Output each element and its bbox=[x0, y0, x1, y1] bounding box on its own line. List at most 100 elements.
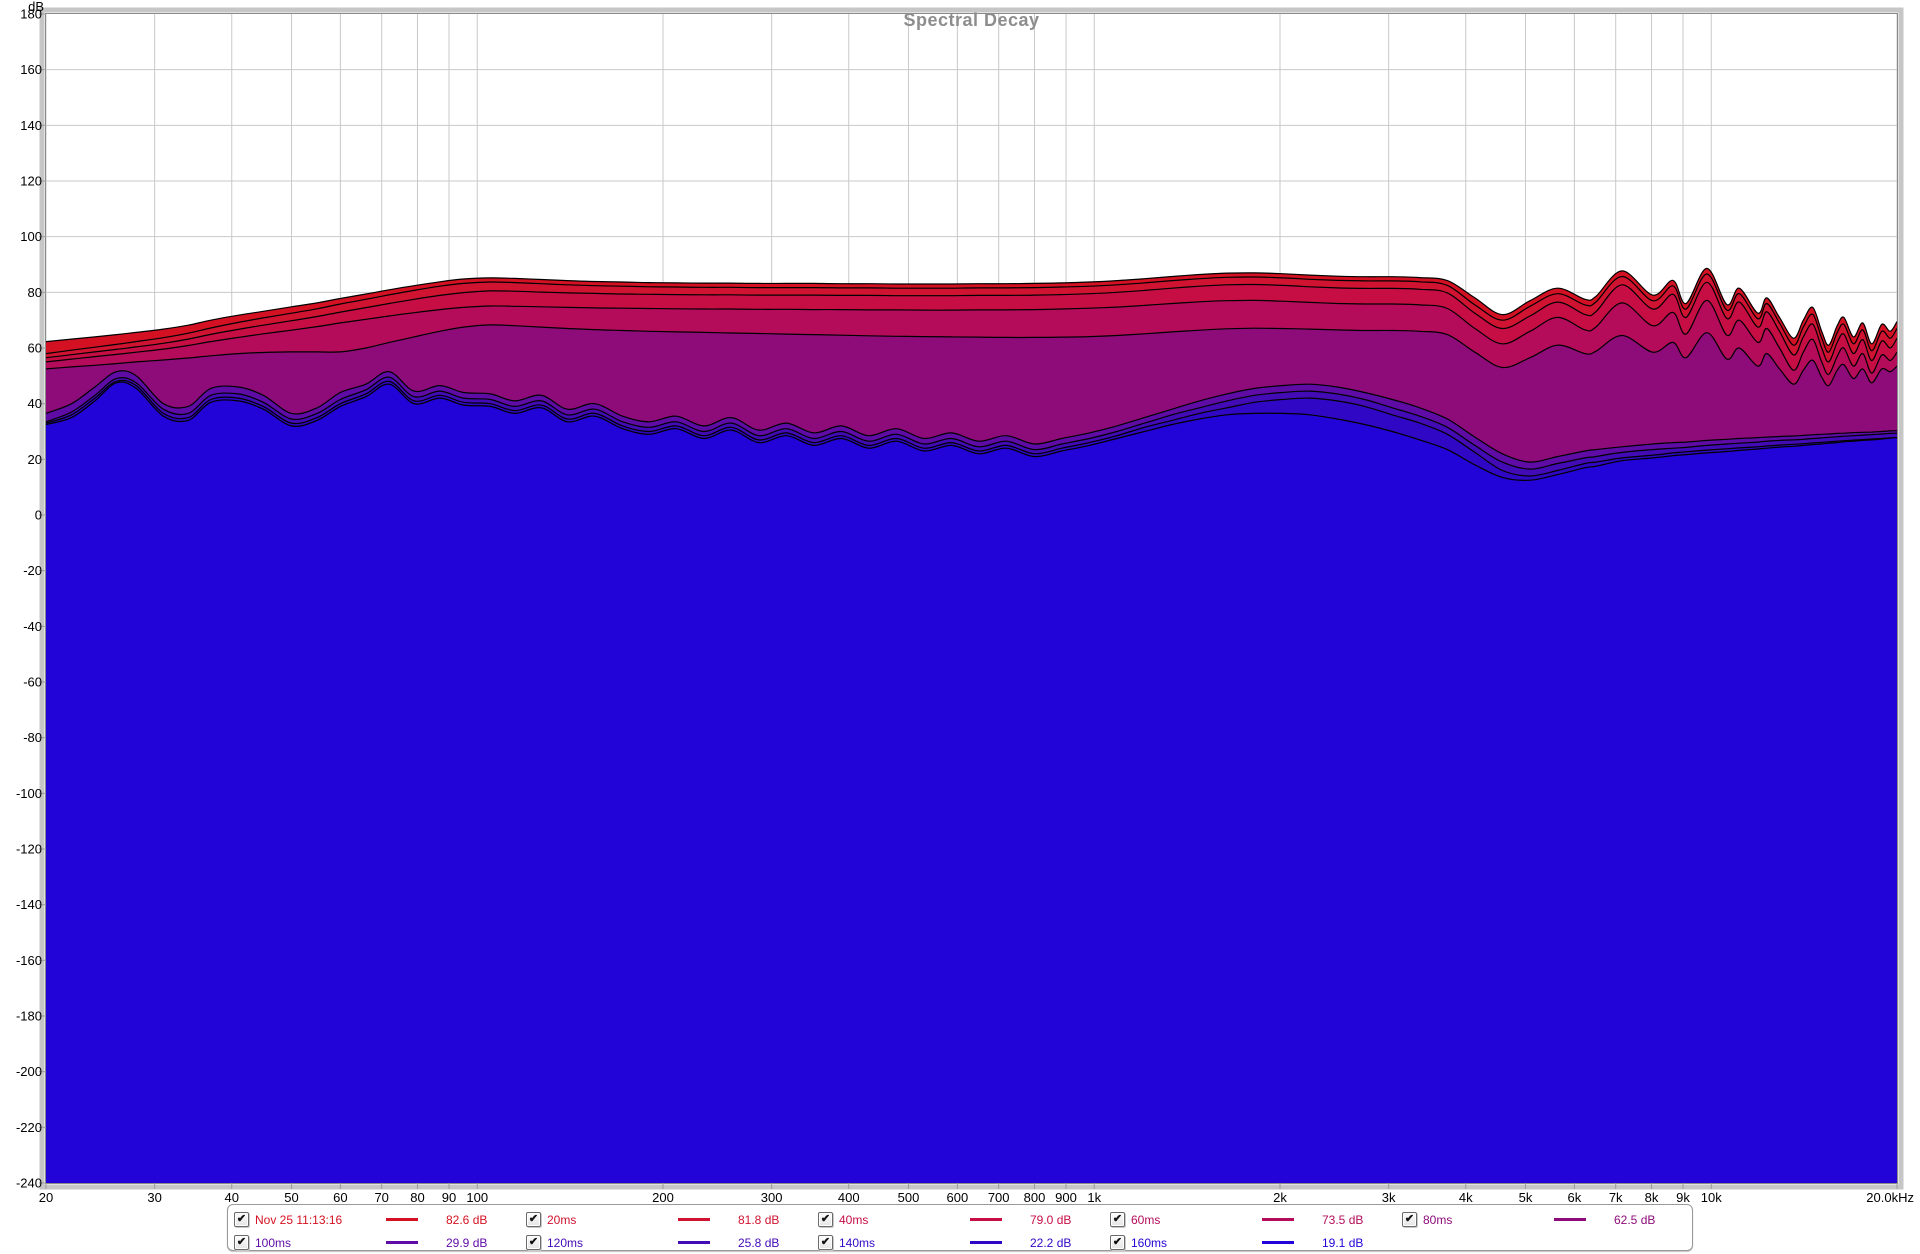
legend-entry-140ms: ✔ 140ms 22.2 dB bbox=[818, 1235, 1108, 1251]
y-tick-label: 160 bbox=[20, 62, 42, 77]
series-area-160ms bbox=[46, 382, 1897, 1183]
series-line-100ms bbox=[46, 370, 1897, 463]
x-tick-label: 80 bbox=[410, 1190, 424, 1205]
x-tick-label: 5k bbox=[1519, 1190, 1533, 1205]
y-tick-label: 20 bbox=[28, 452, 42, 467]
x-tick-label: 20 bbox=[39, 1190, 53, 1205]
y-tick-label: 180 bbox=[20, 7, 42, 22]
y-tick-label: 80 bbox=[28, 285, 42, 300]
legend-entry-80ms: ✔ 80ms 62.5 dB bbox=[1402, 1212, 1692, 1228]
legend-entry-20ms: ✔ 20ms 81.8 dB bbox=[526, 1212, 816, 1228]
x-tick-label: 4k bbox=[1459, 1190, 1473, 1205]
x-tick-label: 3k bbox=[1382, 1190, 1396, 1205]
legend-checkbox-80ms[interactable]: ✔ bbox=[1402, 1212, 1417, 1227]
x-tick-label: 300 bbox=[761, 1190, 783, 1205]
series-line-120ms bbox=[46, 376, 1897, 470]
legend-checkbox-20ms[interactable]: ✔ bbox=[526, 1212, 541, 1227]
x-tick-label: 400 bbox=[838, 1190, 860, 1205]
legend-entry-nov-25-11-13-16: ✔ Nov 25 11:13:16 82.6 dB bbox=[234, 1212, 524, 1228]
x-tick-label: 8k bbox=[1645, 1190, 1659, 1205]
y-tick-label: -160 bbox=[16, 953, 42, 968]
legend-series-name: 40ms bbox=[839, 1213, 869, 1227]
x-tick-label: 1k bbox=[1087, 1190, 1101, 1205]
legend-color-swatch bbox=[970, 1218, 1002, 1221]
legend-series-name: 160ms bbox=[1131, 1236, 1168, 1250]
legend-level-value: 22.2 dB bbox=[1030, 1236, 1072, 1250]
legend-level-value: 29.9 dB bbox=[446, 1236, 488, 1250]
y-tick-label: -80 bbox=[23, 730, 42, 745]
x-tick-label: 500 bbox=[898, 1190, 920, 1205]
legend-checkbox-60ms[interactable]: ✔ bbox=[1110, 1212, 1125, 1227]
y-tick-label: -20 bbox=[23, 563, 42, 578]
plot-frame-bevel bbox=[39, 7, 1904, 1190]
legend-color-swatch bbox=[386, 1218, 418, 1221]
y-tick-label: -40 bbox=[23, 619, 42, 634]
legend-level-value: 19.1 dB bbox=[1322, 1236, 1364, 1250]
series-line-60ms bbox=[46, 299, 1897, 376]
chart-title: Spectral Decay bbox=[903, 10, 1040, 30]
series-line-nov-25-11-13-16 bbox=[46, 267, 1897, 346]
legend-checkbox-100ms[interactable]: ✔ bbox=[234, 1235, 249, 1250]
x-tick-label: 6k bbox=[1568, 1190, 1582, 1205]
legend-checkbox-140ms[interactable]: ✔ bbox=[818, 1235, 833, 1250]
plot-frame bbox=[45, 13, 1898, 1184]
legend-color-swatch bbox=[678, 1241, 710, 1244]
x-tick-label: 100 bbox=[466, 1190, 488, 1205]
legend-checkbox-40ms[interactable]: ✔ bbox=[818, 1212, 833, 1227]
y-tick-label: 100 bbox=[20, 229, 42, 244]
x-tick-label: 60 bbox=[333, 1190, 347, 1205]
decay-slices bbox=[46, 267, 1897, 1183]
series-line-160ms bbox=[46, 381, 1897, 481]
legend-series-name: 140ms bbox=[839, 1236, 876, 1250]
legend-panel: ✔ Nov 25 11:13:16 82.6 dB ✔ 20ms 81.8 dB ✔ 40ms… bbox=[227, 1204, 1693, 1251]
legend-color-swatch bbox=[1262, 1241, 1294, 1244]
y-tick-label: 120 bbox=[20, 174, 42, 189]
legend-color-swatch bbox=[1554, 1218, 1586, 1221]
legend-entry-40ms: ✔ 40ms 79.0 dB bbox=[818, 1212, 1108, 1228]
legend-level-value: 81.8 dB bbox=[738, 1213, 780, 1227]
legend-series-name: Nov 25 11:13:16 bbox=[255, 1213, 343, 1227]
legend-entry-160ms: ✔ 160ms 19.1 dB bbox=[1110, 1235, 1400, 1251]
x-tick-label: 20.0kHz bbox=[1866, 1190, 1914, 1205]
legend-series-name: 100ms bbox=[255, 1236, 292, 1250]
x-tick-label: 600 bbox=[947, 1190, 969, 1205]
legend-checkbox-120ms[interactable]: ✔ bbox=[526, 1235, 541, 1250]
y-tick-label: 40 bbox=[28, 396, 42, 411]
legend-level-value: 79.0 dB bbox=[1030, 1213, 1072, 1227]
x-tick-label: 90 bbox=[442, 1190, 456, 1205]
legend-entry-100ms: ✔ 100ms 29.9 dB bbox=[234, 1235, 524, 1251]
x-tick-label: 800 bbox=[1024, 1190, 1046, 1205]
legend-entry-60ms: ✔ 60ms 73.5 dB bbox=[1110, 1212, 1400, 1228]
legend-color-swatch bbox=[678, 1218, 710, 1221]
legend-series-name: 120ms bbox=[547, 1236, 584, 1250]
legend-color-swatch bbox=[970, 1241, 1002, 1244]
x-tick-label: 7k bbox=[1609, 1190, 1623, 1205]
y-axis-unit: dB bbox=[28, 0, 44, 14]
legend-series-name: 60ms bbox=[1131, 1213, 1161, 1227]
legend-series-name: 80ms bbox=[1423, 1213, 1453, 1227]
legend-level-value: 25.8 dB bbox=[738, 1236, 780, 1250]
x-tick-label: 700 bbox=[988, 1190, 1010, 1205]
y-tick-label: -200 bbox=[16, 1064, 42, 1079]
x-tick-label: 9k bbox=[1676, 1190, 1690, 1205]
legend-series-name: 20ms bbox=[547, 1213, 577, 1227]
x-tick-label: 10k bbox=[1701, 1190, 1722, 1205]
x-tick-label: 2k bbox=[1273, 1190, 1287, 1205]
y-tick-label: -220 bbox=[16, 1120, 42, 1135]
legend-color-swatch bbox=[1262, 1218, 1294, 1221]
y-tick-label: -240 bbox=[16, 1176, 42, 1191]
series-line-80ms bbox=[46, 324, 1897, 387]
y-tick-label: -120 bbox=[16, 842, 42, 857]
series-line-140ms bbox=[46, 379, 1897, 477]
x-tick-label: 50 bbox=[284, 1190, 298, 1205]
legend-checkbox-nov-25-11-13-16[interactable]: ✔ bbox=[234, 1212, 249, 1227]
legend-level-value: 62.5 dB bbox=[1614, 1213, 1656, 1227]
series-line-20ms bbox=[46, 273, 1897, 355]
y-tick-label: -60 bbox=[23, 675, 42, 690]
y-tick-label: 60 bbox=[28, 341, 42, 356]
legend-entry-120ms: ✔ 120ms 25.8 dB bbox=[526, 1235, 816, 1251]
legend-checkbox-160ms[interactable]: ✔ bbox=[1110, 1235, 1125, 1250]
x-tick-label: 70 bbox=[374, 1190, 388, 1205]
y-tick-label: 0 bbox=[35, 508, 42, 523]
